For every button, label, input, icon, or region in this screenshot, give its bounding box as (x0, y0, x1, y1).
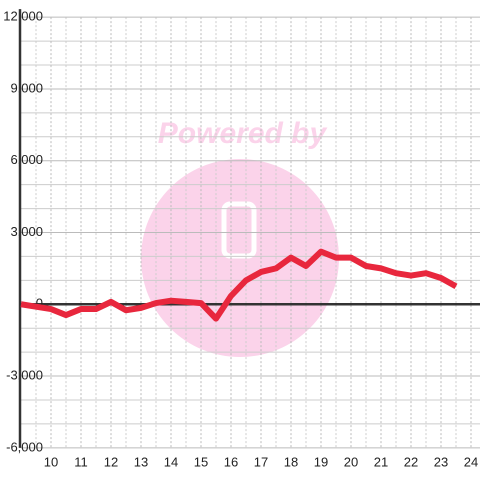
x-tick-label: 10 (44, 454, 58, 469)
x-tick-label: 11 (74, 454, 88, 469)
x-tick-label: 16 (224, 454, 238, 469)
watermark-text: Powered by (158, 117, 328, 150)
line-series (20, 248, 458, 322)
x-tick-label: 17 (254, 454, 268, 469)
x-tick-label: 15 (194, 454, 208, 469)
y-tick-label: -3,000 (6, 367, 43, 382)
x-tick-label: 14 (164, 454, 178, 469)
y-tick-label: 3,000 (10, 224, 43, 239)
x-tick-label: 13 (134, 454, 148, 469)
x-tick-label: 22 (404, 454, 418, 469)
x-tick-label: 19 (314, 454, 328, 469)
x-tick-label: 12 (104, 454, 118, 469)
x-tick-label: 24 (464, 454, 478, 469)
x-tick-label: 18 (284, 454, 298, 469)
x-tick-label: 20 (344, 454, 358, 469)
y-tick-label: -6,000 (6, 439, 43, 454)
y-tick-label: 12,000 (3, 9, 43, 24)
x-tick-label: 23 (434, 454, 448, 469)
x-tick-label: 21 (374, 454, 388, 469)
y-tick-label: 0 (36, 296, 43, 311)
y-tick-label: 6,000 (10, 152, 43, 167)
y-tick-label: 9,000 (10, 80, 43, 95)
